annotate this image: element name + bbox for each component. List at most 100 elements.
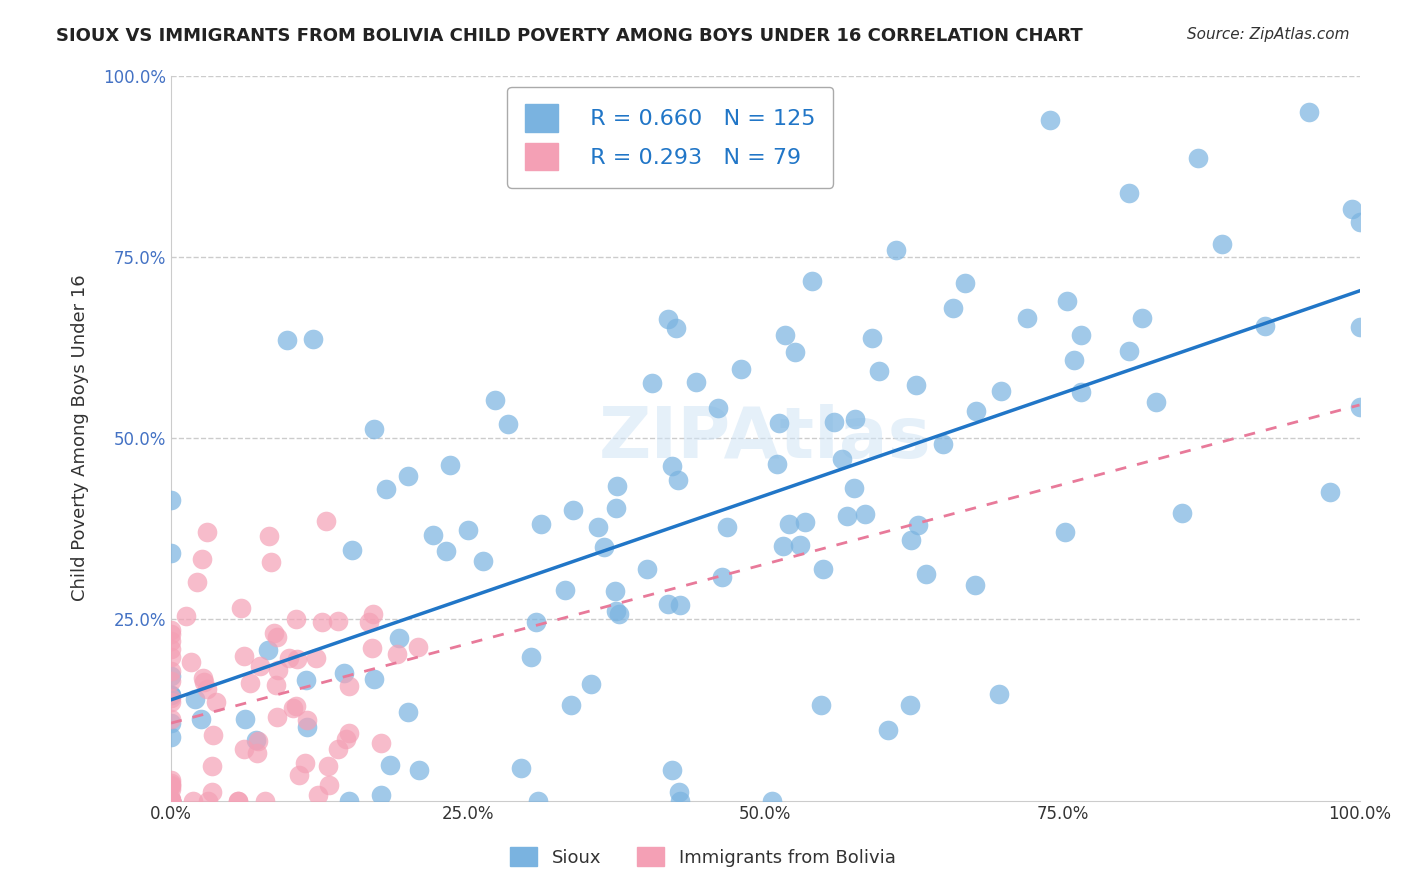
Point bbox=[530, 516, 553, 531]
Point bbox=[201, 785, 224, 799]
Point bbox=[281, 700, 304, 714]
Point bbox=[905, 377, 928, 392]
Point bbox=[337, 794, 360, 808]
Point bbox=[554, 582, 576, 597]
Point bbox=[305, 651, 328, 665]
Point bbox=[233, 741, 256, 756]
Point bbox=[201, 758, 224, 772]
Point bbox=[160, 715, 183, 730]
Point bbox=[337, 679, 360, 693]
Point bbox=[160, 641, 183, 656]
Point bbox=[519, 649, 541, 664]
Point bbox=[249, 658, 271, 673]
Legend:   R = 0.660   N = 125,   R = 0.293   N = 79: R = 0.660 N = 125, R = 0.293 N = 79 bbox=[508, 87, 834, 187]
Point bbox=[716, 520, 738, 534]
Point bbox=[457, 523, 479, 537]
Point bbox=[297, 713, 319, 727]
Point bbox=[315, 514, 337, 528]
Point bbox=[592, 540, 614, 554]
Point bbox=[730, 362, 752, 376]
Point bbox=[316, 759, 339, 773]
Point bbox=[1118, 186, 1140, 200]
Point bbox=[1187, 151, 1209, 165]
Point bbox=[844, 412, 866, 426]
Point bbox=[1053, 524, 1076, 539]
Point bbox=[988, 687, 1011, 701]
Point bbox=[285, 698, 308, 713]
Point bbox=[1130, 311, 1153, 326]
Point bbox=[665, 321, 688, 335]
Point bbox=[263, 625, 285, 640]
Point bbox=[1348, 401, 1371, 415]
Point bbox=[357, 615, 380, 629]
Point bbox=[586, 520, 609, 534]
Point bbox=[953, 276, 976, 290]
Point bbox=[297, 720, 319, 734]
Y-axis label: Child Poverty Among Boys Under 16: Child Poverty Among Boys Under 16 bbox=[72, 275, 89, 601]
Point bbox=[254, 794, 277, 808]
Point bbox=[1348, 215, 1371, 229]
Point bbox=[174, 608, 197, 623]
Point bbox=[1070, 385, 1092, 400]
Point bbox=[260, 555, 283, 569]
Point bbox=[606, 479, 628, 493]
Point bbox=[932, 437, 955, 451]
Point bbox=[603, 583, 626, 598]
Point bbox=[160, 674, 183, 689]
Point bbox=[160, 794, 183, 808]
Point bbox=[190, 712, 212, 726]
Point bbox=[853, 508, 876, 522]
Point bbox=[484, 393, 506, 408]
Point bbox=[605, 500, 627, 515]
Point bbox=[375, 482, 398, 496]
Point bbox=[1015, 311, 1038, 326]
Point bbox=[785, 345, 807, 359]
Point bbox=[160, 649, 183, 664]
Point bbox=[246, 733, 269, 747]
Point bbox=[1171, 506, 1194, 520]
Point bbox=[526, 615, 548, 629]
Point bbox=[636, 562, 658, 576]
Point bbox=[942, 301, 965, 315]
Point bbox=[666, 473, 689, 487]
Point bbox=[766, 458, 789, 472]
Point bbox=[898, 698, 921, 712]
Point bbox=[385, 648, 408, 662]
Point bbox=[160, 794, 183, 808]
Point bbox=[605, 604, 627, 618]
Point bbox=[509, 761, 531, 775]
Point bbox=[288, 767, 311, 781]
Point bbox=[226, 794, 249, 808]
Point bbox=[768, 417, 790, 431]
Text: Source: ZipAtlas.com: Source: ZipAtlas.com bbox=[1187, 27, 1350, 42]
Point bbox=[772, 539, 794, 553]
Point bbox=[868, 364, 890, 378]
Point bbox=[285, 652, 308, 666]
Point bbox=[160, 794, 183, 808]
Point bbox=[328, 742, 350, 756]
Point bbox=[496, 417, 519, 431]
Point bbox=[160, 633, 183, 648]
Point bbox=[190, 552, 212, 566]
Legend: Sioux, Immigrants from Bolivia: Sioux, Immigrants from Bolivia bbox=[503, 840, 903, 874]
Point bbox=[907, 518, 929, 533]
Point bbox=[160, 794, 183, 808]
Point bbox=[257, 529, 280, 543]
Point bbox=[267, 664, 290, 678]
Point bbox=[360, 640, 382, 655]
Point bbox=[378, 758, 401, 772]
Point bbox=[844, 481, 866, 495]
Point bbox=[669, 598, 692, 612]
Point bbox=[370, 788, 392, 802]
Point bbox=[884, 243, 907, 257]
Point bbox=[773, 328, 796, 343]
Point bbox=[823, 415, 845, 429]
Point bbox=[434, 543, 457, 558]
Point bbox=[318, 778, 340, 792]
Point bbox=[560, 698, 582, 712]
Point bbox=[876, 723, 898, 737]
Point bbox=[195, 524, 218, 539]
Point bbox=[711, 570, 734, 584]
Point bbox=[527, 794, 550, 808]
Point bbox=[160, 778, 183, 792]
